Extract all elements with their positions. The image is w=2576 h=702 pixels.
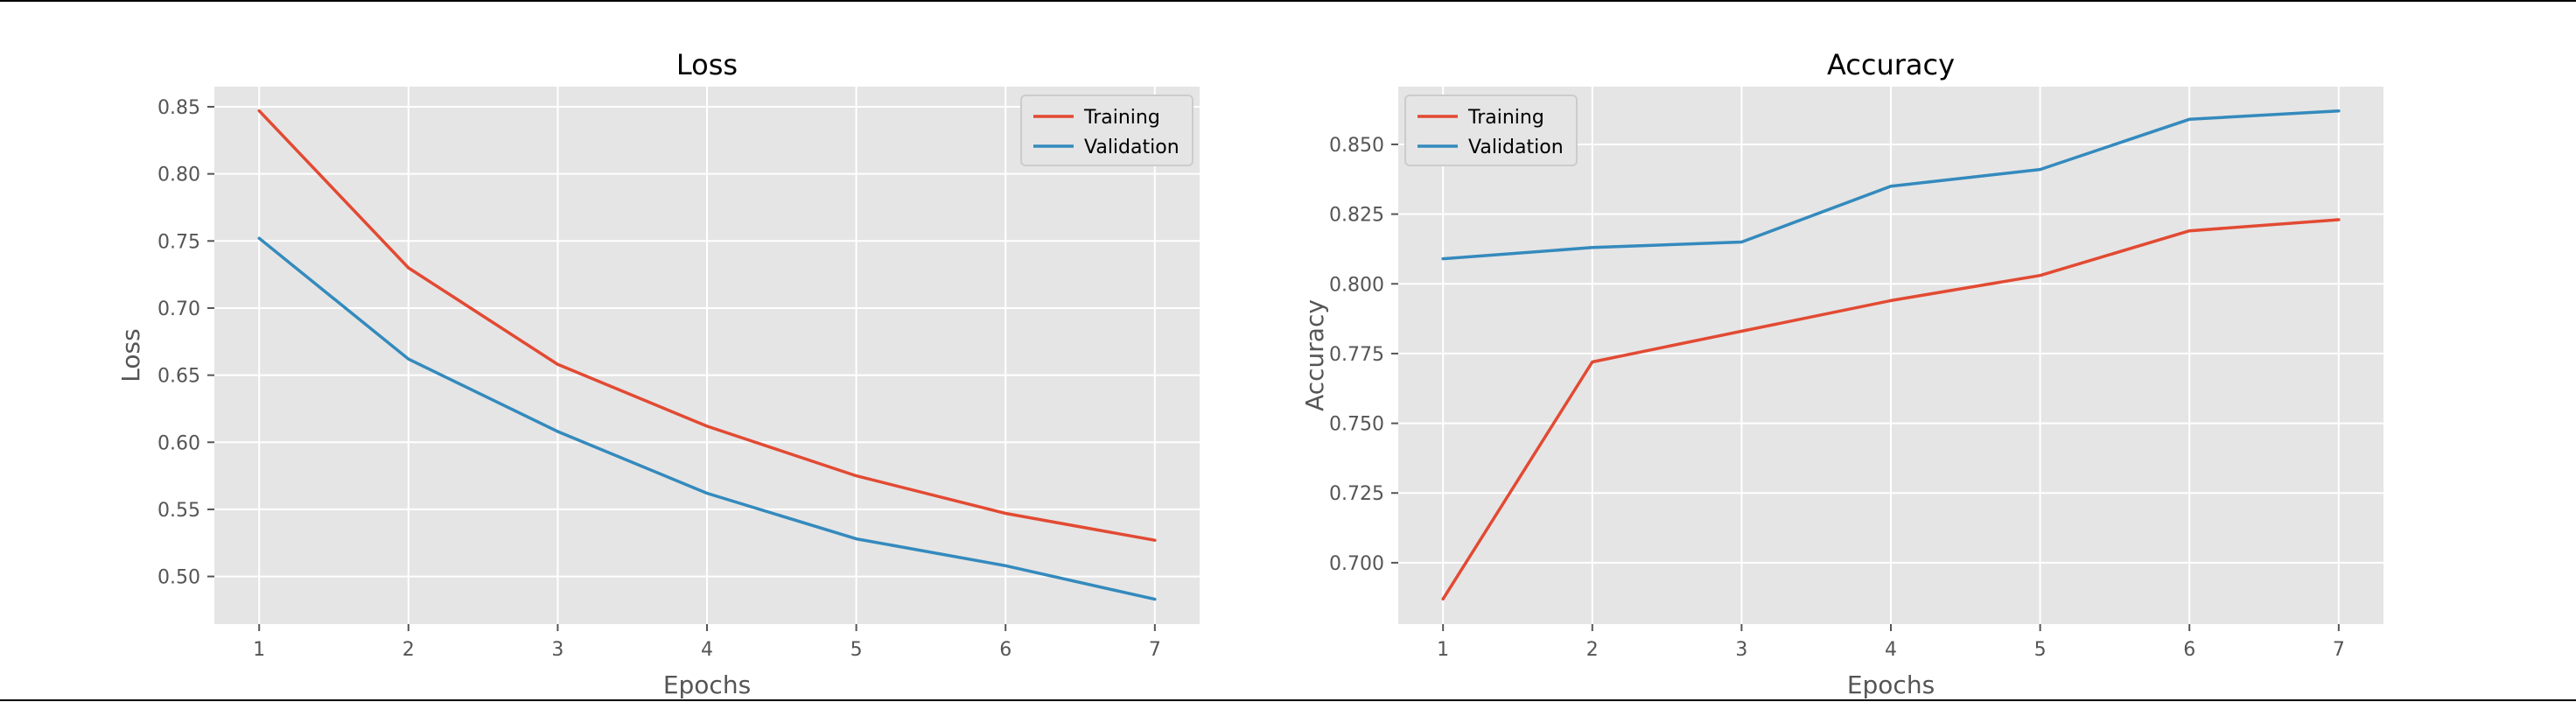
y-tick-label: 0.50 (158, 567, 200, 589)
y-tick-label: 0.725 (1329, 483, 1384, 505)
x-tick-label: 5 (850, 639, 863, 661)
y-tick-label: 0.775 (1329, 344, 1384, 366)
series-line-validation (257, 236, 1157, 601)
legend-box (1404, 95, 1578, 166)
x-axis-label: Epochs (1847, 670, 1935, 699)
series-line-training (1441, 218, 2341, 601)
chart-title: Accuracy (1827, 48, 1955, 81)
legend-label-training: Training (1083, 107, 1160, 129)
x-tick-label: 4 (1885, 639, 1897, 661)
y-tick-label: 0.70 (158, 298, 200, 320)
y-tick-label: 0.750 (1329, 414, 1384, 436)
x-tick-label: 1 (253, 639, 265, 661)
x-tick-label: 6 (999, 639, 1012, 661)
legend-label-training: Training (1467, 107, 1544, 129)
x-tick-label: 3 (551, 639, 564, 661)
y-tick-label: 0.60 (158, 432, 200, 454)
y-tick-label: 0.700 (1329, 553, 1384, 575)
x-tick-label: 7 (2333, 639, 2345, 661)
x-tick-label: 2 (402, 639, 415, 661)
accuracy-chart: 1 2 3 4 5 6 7 0.700 0.725 0.750 0.775 0.800 0.825 0.… (1300, 48, 2384, 699)
x-tick-label: 5 (2034, 639, 2047, 661)
x-axis-label: Epochs (663, 670, 751, 699)
y-tick-label: 0.80 (158, 165, 200, 186)
y-tick-label: 0.800 (1329, 274, 1384, 296)
x-tick-label: 3 (1735, 639, 1747, 661)
x-tick-label: 7 (1149, 639, 1161, 661)
y-tick-label: 0.55 (158, 500, 200, 522)
y-tick-label: 0.65 (158, 366, 200, 388)
y-tick-label: 0.825 (1329, 205, 1384, 227)
y-tick-label: 0.85 (158, 97, 200, 119)
loss-chart: 1 2 3 4 5 6 7 0.50 0.55 0.60 0.65 0.70 0.75 0.80 0.85… (116, 48, 1200, 699)
legend-label-validation: Validation (1468, 137, 1564, 158)
y-tick-label: 0.75 (158, 231, 200, 253)
x-tick-label: 2 (1586, 639, 1599, 661)
x-tick-label: 1 (1437, 639, 1449, 661)
legend-box (1020, 95, 1194, 166)
legend-label-validation: Validation (1084, 137, 1180, 158)
series-line-training (257, 109, 1157, 542)
y-tick-label: 0.850 (1329, 135, 1384, 157)
chart-title: Loss (676, 48, 738, 81)
y-axis-label: Accuracy (1300, 299, 1329, 411)
y-axis-label: Loss (116, 328, 145, 382)
series-line-validation (1441, 109, 2341, 261)
x-tick-label: 4 (701, 639, 713, 661)
legend: Training Validation (1020, 95, 1194, 166)
x-tick-label: 6 (2183, 639, 2195, 661)
legend: Training Validation (1404, 95, 1578, 166)
